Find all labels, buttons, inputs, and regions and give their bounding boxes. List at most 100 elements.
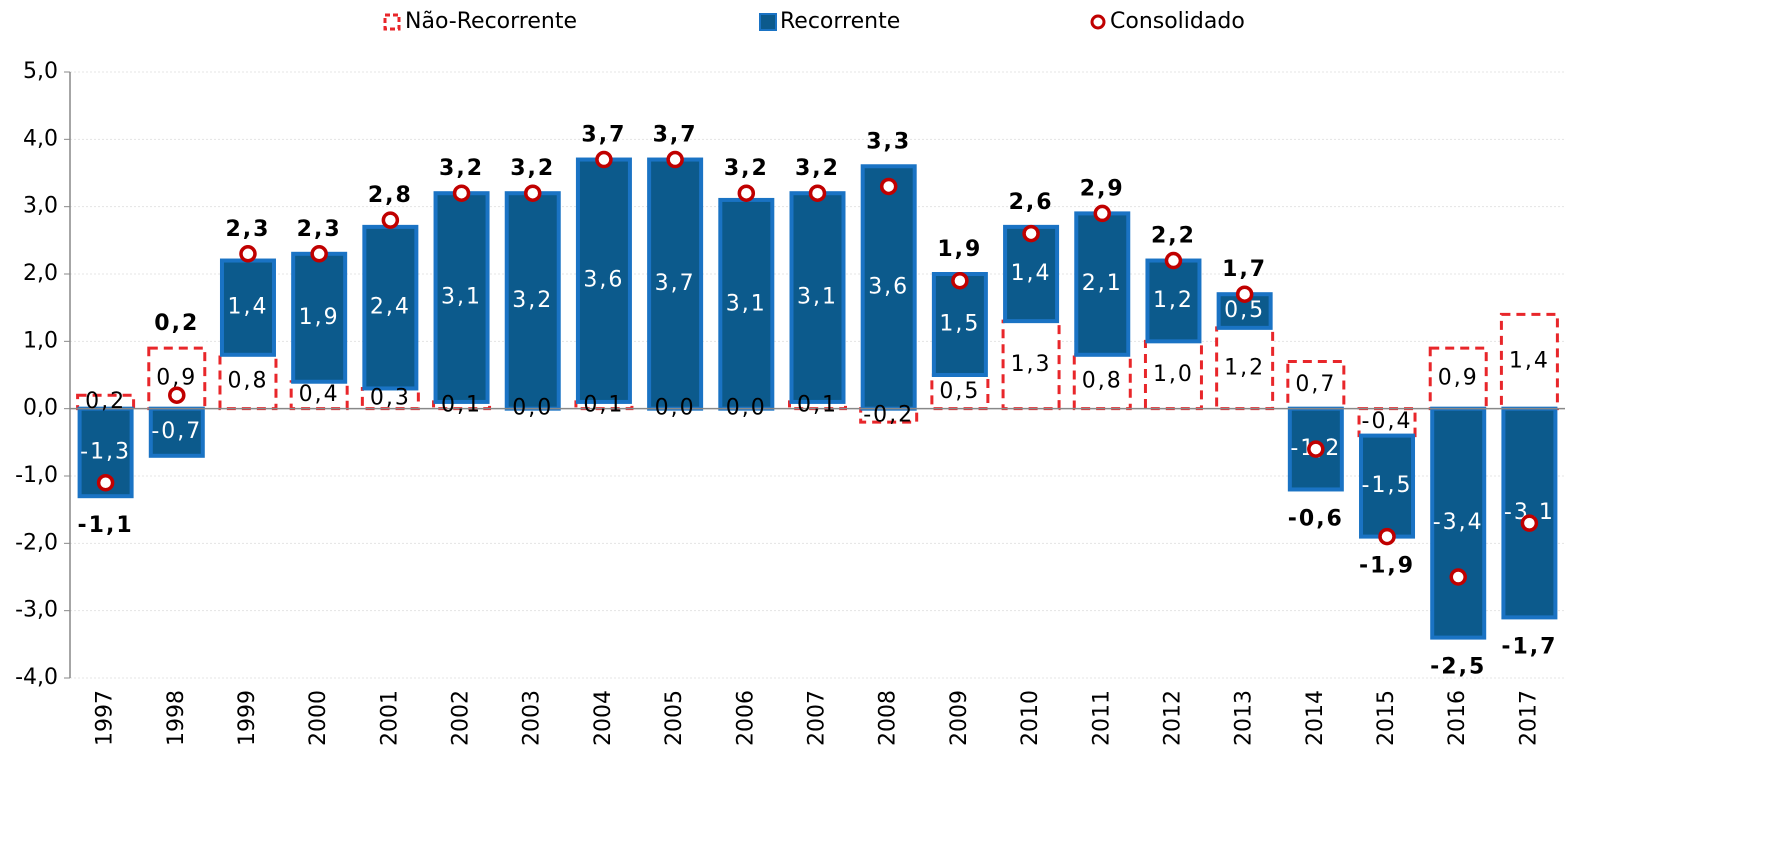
consolidated-marker bbox=[452, 184, 471, 202]
consolidated-label: 3,3 bbox=[866, 129, 911, 154]
consolidated-label: 3,7 bbox=[581, 123, 626, 148]
recurrent-bar bbox=[789, 191, 846, 404]
y-tick-label: -2,0 bbox=[15, 530, 58, 555]
x-tick-label: 2016 bbox=[1445, 690, 1470, 746]
segment-label: 0,2 bbox=[85, 389, 126, 414]
consolidated-label: 3,2 bbox=[439, 156, 484, 181]
segment-label: 0,4 bbox=[299, 382, 340, 407]
consolidated-marker bbox=[1022, 224, 1040, 243]
x-tick-label: 2012 bbox=[1160, 690, 1185, 746]
x-tick-label: 1997 bbox=[93, 690, 118, 746]
x-tick-label: 1999 bbox=[235, 690, 260, 746]
segment-label: 0,1 bbox=[441, 392, 482, 417]
segment-label: 1,0 bbox=[1153, 362, 1194, 387]
legend-label: Recorrente bbox=[780, 9, 900, 34]
y-tick-label: -1,0 bbox=[15, 463, 58, 488]
consolidated-marker bbox=[239, 245, 257, 263]
recurrent-bar bbox=[1430, 406, 1487, 640]
segment-label: 1,4 bbox=[227, 295, 268, 320]
recurrent-bar bbox=[1074, 211, 1131, 357]
y-tick-label: 3,0 bbox=[23, 194, 58, 219]
recurrent-bar bbox=[362, 224, 419, 391]
x-tick-label: 2000 bbox=[306, 690, 331, 746]
segment-label: 1,9 bbox=[299, 305, 340, 330]
consolidated-label: -1,7 bbox=[1501, 634, 1557, 659]
segment-label: 3,6 bbox=[868, 274, 909, 299]
segment-label: 2,4 bbox=[370, 295, 411, 320]
consolidated-marker bbox=[1307, 440, 1325, 458]
consolidated-label: 2,6 bbox=[1009, 190, 1054, 215]
segment-label: 1,3 bbox=[1011, 352, 1052, 377]
recurrent-bar bbox=[1003, 224, 1060, 324]
consolidated-label: 2,3 bbox=[297, 217, 342, 242]
segment-label: 0,9 bbox=[1438, 365, 1479, 390]
consolidated-marker bbox=[1235, 285, 1254, 303]
segment-label: 3,1 bbox=[441, 285, 482, 310]
segment-label: 3,2 bbox=[512, 288, 553, 313]
consolidated-marker bbox=[96, 473, 115, 492]
segment-label: 3,1 bbox=[797, 285, 838, 310]
x-tick-label: 2009 bbox=[947, 690, 972, 746]
x-tick-label: 2001 bbox=[377, 690, 402, 746]
consolidated-label: 3,2 bbox=[510, 156, 555, 181]
y-tick-label: 4,0 bbox=[23, 126, 58, 151]
non-recurrent-bar bbox=[1215, 326, 1275, 411]
y-tick-label: 0,0 bbox=[23, 396, 58, 421]
x-tick-label: 2017 bbox=[1516, 690, 1541, 746]
legend-swatch bbox=[759, 13, 777, 31]
x-tick-label: 2015 bbox=[1374, 690, 1399, 746]
x-tick-label: 2007 bbox=[805, 690, 830, 746]
consolidated-label: -0,6 bbox=[1288, 506, 1344, 531]
consolidated-marker bbox=[666, 150, 684, 169]
non-recurrent-bar bbox=[1286, 360, 1346, 411]
consolidated-marker bbox=[1164, 251, 1183, 270]
recurrent-bar bbox=[931, 272, 988, 377]
consolidated-label: -1,1 bbox=[78, 513, 134, 538]
consolidated-marker bbox=[1093, 204, 1112, 223]
segment-label: 3,6 bbox=[583, 268, 624, 293]
non-recurrent-bar bbox=[1072, 353, 1132, 411]
x-tick-label: 1998 bbox=[164, 690, 189, 746]
legend-label: Não-Recorrente bbox=[405, 9, 577, 34]
segment-label: -0,4 bbox=[1362, 409, 1413, 434]
non-recurrent-bar bbox=[930, 373, 990, 411]
y-tick-label: -3,0 bbox=[15, 598, 58, 623]
segment-label: 0,0 bbox=[726, 396, 767, 421]
recurrent-bar bbox=[148, 406, 205, 458]
y-tick-label: -4,0 bbox=[15, 665, 58, 690]
consolidated-marker bbox=[1449, 568, 1467, 586]
consolidated-marker bbox=[879, 177, 898, 196]
legend-swatch bbox=[383, 13, 401, 31]
consolidated-marker bbox=[168, 386, 186, 404]
segment-label: -1,5 bbox=[1362, 473, 1413, 498]
segment-label: 3,1 bbox=[726, 291, 767, 316]
recurrent-bar bbox=[1501, 406, 1558, 620]
non-recurrent-bar bbox=[1499, 312, 1559, 411]
segment-label: -1,3 bbox=[80, 439, 131, 464]
recurrent-bar bbox=[575, 157, 632, 404]
segment-label: -3,4 bbox=[1433, 510, 1484, 535]
segment-label: 0,8 bbox=[227, 369, 268, 394]
non-recurrent-bar bbox=[1428, 346, 1488, 411]
segment-label: 0,8 bbox=[1082, 369, 1123, 394]
consolidated-label: 3,7 bbox=[653, 123, 698, 148]
x-tick-label: 2002 bbox=[449, 690, 474, 746]
consolidated-label: 3,2 bbox=[724, 156, 769, 181]
recurrent-bar bbox=[219, 258, 276, 357]
consolidated-marker bbox=[951, 271, 969, 290]
x-tick-label: 2003 bbox=[520, 690, 545, 746]
consolidated-marker bbox=[1378, 527, 1396, 546]
x-tick-label: 2004 bbox=[591, 690, 616, 746]
consolidated-label: 3,2 bbox=[795, 156, 840, 181]
recurrent-bar bbox=[860, 164, 917, 411]
segment-label: 0,9 bbox=[156, 365, 197, 390]
y-tick-label: 2,0 bbox=[23, 261, 58, 286]
segment-label: 0,0 bbox=[655, 396, 696, 421]
legend-label: Consolidado bbox=[1110, 9, 1245, 34]
segment-label: -0,7 bbox=[151, 419, 202, 444]
non-recurrent-bar bbox=[859, 407, 919, 424]
segment-label: 1,4 bbox=[1509, 349, 1550, 374]
segment-label: 0,1 bbox=[583, 392, 624, 417]
consolidated-marker bbox=[737, 184, 756, 202]
